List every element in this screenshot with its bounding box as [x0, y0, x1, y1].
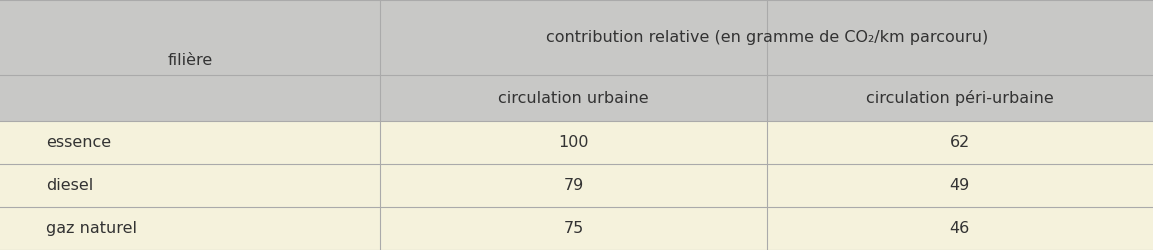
- Bar: [0, 0, 380, 75]
- Text: essence: essence: [46, 135, 111, 150]
- Text: 62: 62: [950, 135, 970, 150]
- Bar: [0, 121, 1153, 164]
- Text: 100: 100: [558, 135, 589, 150]
- Text: 46: 46: [950, 221, 970, 236]
- Text: diesel: diesel: [46, 178, 93, 193]
- Text: 79: 79: [564, 178, 583, 193]
- Bar: [767, 75, 1153, 121]
- Text: filière: filière: [167, 53, 213, 68]
- Bar: [0, 75, 380, 121]
- Bar: [0, 207, 1153, 250]
- Text: 75: 75: [564, 221, 583, 236]
- Text: 49: 49: [950, 178, 970, 193]
- Bar: [0, 164, 1153, 207]
- Text: circulation péri-urbaine: circulation péri-urbaine: [866, 90, 1054, 106]
- Bar: [380, 75, 767, 121]
- Text: gaz naturel: gaz naturel: [46, 221, 137, 236]
- Bar: [380, 0, 1153, 75]
- Text: circulation urbaine: circulation urbaine: [498, 91, 649, 106]
- Text: contribution relative (en gramme de CO₂/km parcouru): contribution relative (en gramme de CO₂/…: [545, 30, 988, 45]
